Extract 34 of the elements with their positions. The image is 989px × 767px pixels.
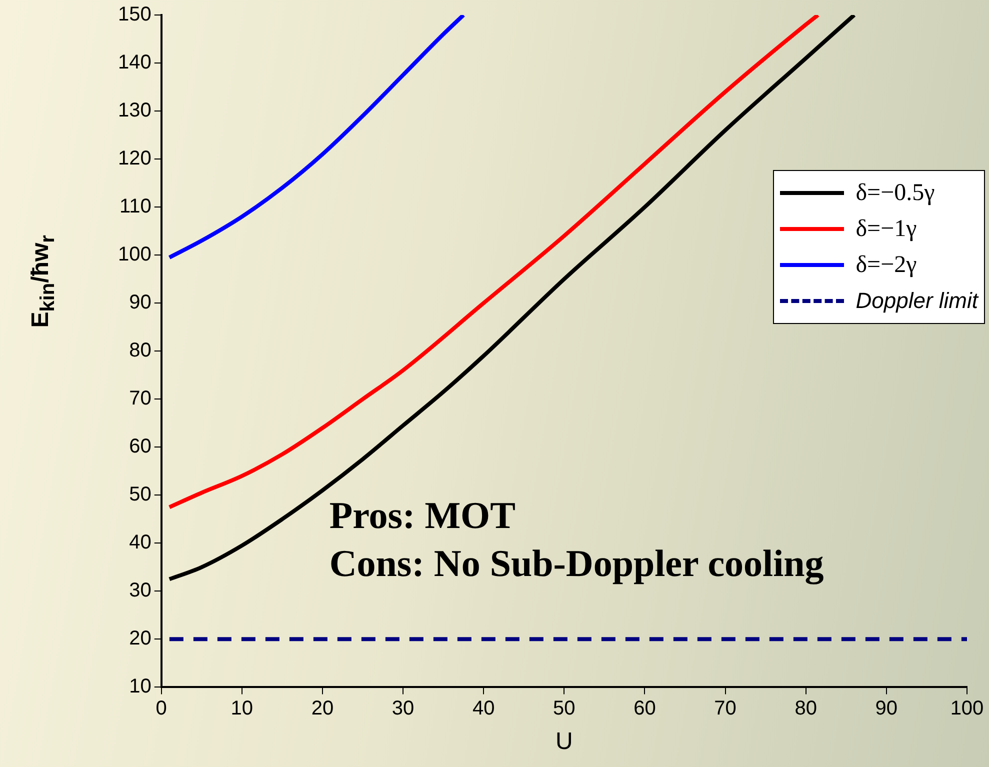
x-axis-title: U [556, 728, 573, 756]
line-series [167, 15, 466, 260]
x-tick-label: 10 [230, 698, 254, 720]
y-tick-label: 140 [118, 52, 152, 74]
x-tick-label: 50 [553, 698, 576, 720]
y-tick-label: 60 [129, 436, 152, 458]
legend-label: δ=−2γ [856, 252, 917, 278]
y-tick-label: 90 [129, 292, 152, 314]
y-tick-label: 70 [129, 388, 152, 410]
x-tick-label: 80 [794, 698, 817, 720]
x-tick-label: 60 [634, 698, 656, 720]
y-tick-label: 20 [129, 628, 152, 650]
y-tick-label: 150 [118, 4, 152, 26]
y-tick-label: 40 [129, 532, 152, 554]
legend-label: Doppler limit [856, 288, 978, 314]
y-tick-label: 80 [129, 340, 152, 362]
legend-label: δ=−0.5γ [856, 180, 935, 206]
x-tick-label: 30 [392, 698, 414, 720]
y-tick-label: 30 [129, 580, 152, 602]
annotation: Cons: No Sub-Doppler cooling [329, 542, 824, 588]
y-tick-label: 120 [118, 148, 152, 170]
x-tick-label: 70 [714, 698, 736, 720]
y-tick-label: 110 [119, 196, 152, 218]
y-tick-label: 130 [118, 100, 152, 122]
y-tick-label: 10 [129, 676, 152, 698]
annotation: Pros: MOT [329, 494, 516, 540]
legend-label: δ=−1γ [856, 216, 917, 242]
x-tick-label: 40 [472, 698, 495, 720]
x-tick-label: 0 [156, 698, 167, 720]
x-tick-label: 20 [311, 698, 334, 720]
y-tick-label: 100 [118, 244, 152, 266]
y-tick-label: 50 [129, 484, 152, 506]
x-tick-label: 90 [875, 698, 898, 720]
x-tick-label: 100 [950, 698, 984, 720]
